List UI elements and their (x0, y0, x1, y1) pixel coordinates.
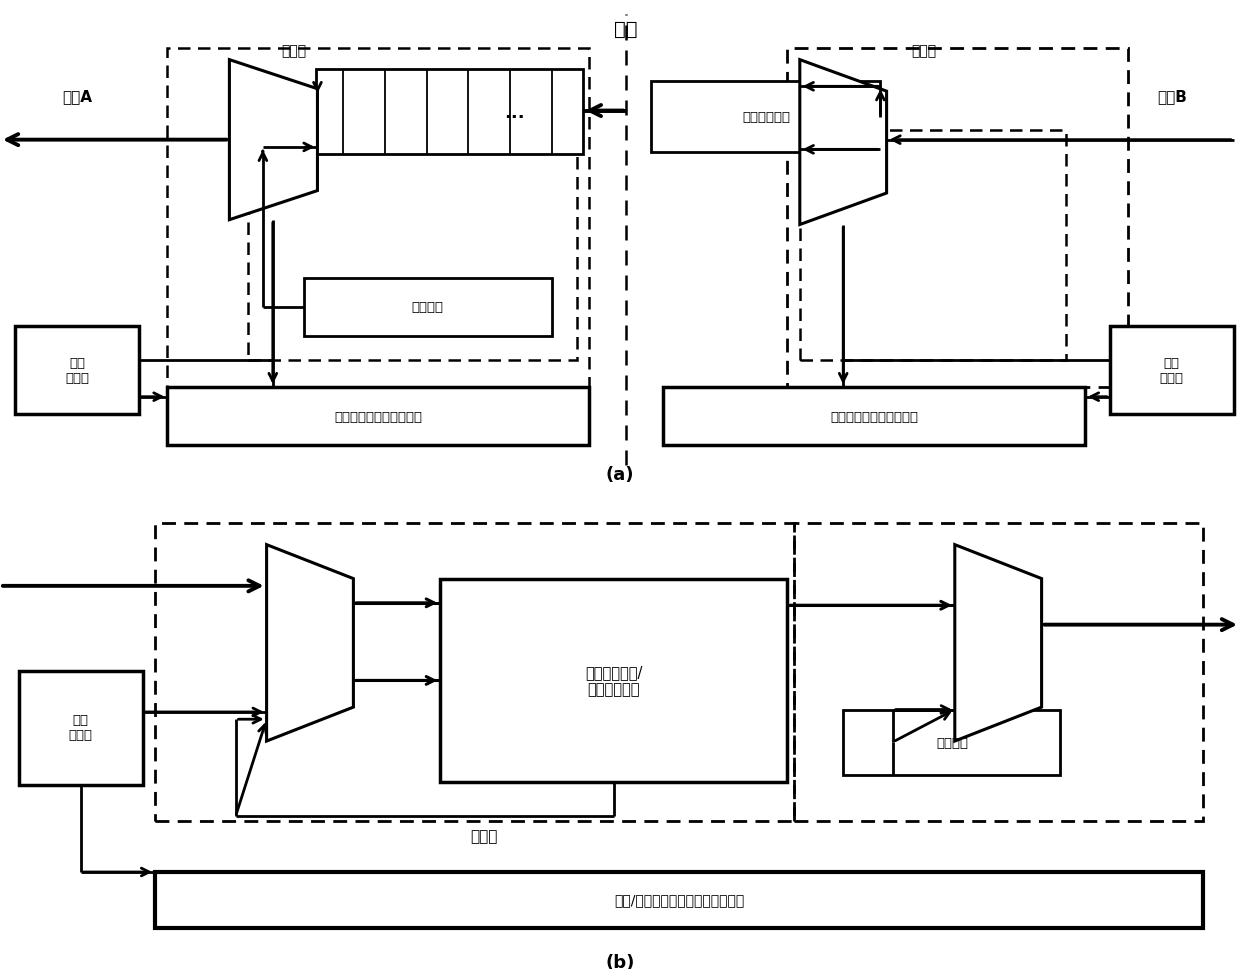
Text: 测试
控制台: 测试 控制台 (68, 714, 93, 741)
Bar (800, 131, 1066, 361)
Bar (651, 82, 880, 153)
Bar (1110, 328, 1234, 415)
Polygon shape (800, 61, 887, 226)
Text: 封装器: 封装器 (281, 44, 306, 58)
Bar (787, 48, 1128, 388)
Bar (155, 523, 794, 822)
Bar (316, 71, 583, 155)
Text: 端口A: 端口A (62, 89, 92, 105)
Text: (a): (a) (606, 466, 634, 484)
Bar (167, 48, 589, 388)
Text: (b): (b) (605, 953, 635, 969)
Text: ...: ... (505, 104, 525, 122)
Text: 测试
控制台: 测试 控制台 (64, 357, 89, 385)
Text: 测试
控制台: 测试 控制台 (1159, 357, 1184, 385)
Text: 固定信号: 固定信号 (936, 735, 968, 749)
Text: 输出寄存器级: 输出寄存器级 (743, 110, 790, 124)
Text: 封装器: 封装器 (911, 44, 936, 58)
Text: 固定信号: 固定信号 (412, 301, 444, 314)
Polygon shape (955, 545, 1042, 741)
Text: 数据单元内建自测试平台: 数据单元内建自测试平台 (335, 410, 422, 423)
Text: 链路: 链路 (615, 19, 637, 39)
Bar (843, 709, 1060, 775)
Text: 数据单元内建自测试平台: 数据单元内建自测试平台 (831, 410, 918, 423)
Text: 封装器: 封装器 (470, 828, 497, 843)
Text: 端口B: 端口B (1157, 89, 1187, 105)
Bar (304, 279, 552, 337)
Bar (15, 328, 139, 415)
Bar (440, 579, 787, 783)
Text: 输入控制单元/
输出控制单元: 输入控制单元/ 输出控制单元 (585, 665, 642, 697)
Text: 输入/输出控制单元内建自测试平台: 输入/输出控制单元内建自测试平台 (614, 892, 745, 907)
Bar (167, 388, 589, 446)
Bar (248, 131, 577, 361)
Bar (155, 872, 1203, 928)
Polygon shape (267, 545, 353, 741)
Bar (663, 388, 1085, 446)
Bar (19, 671, 143, 785)
Polygon shape (229, 61, 317, 221)
Bar (794, 523, 1203, 822)
